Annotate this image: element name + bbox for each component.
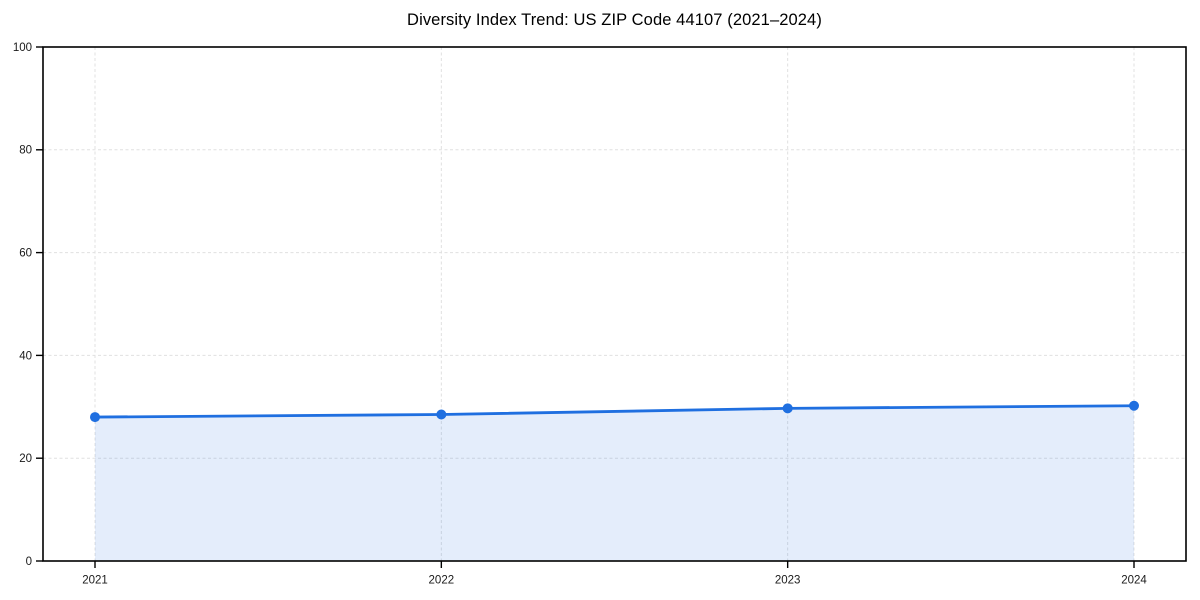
data-point-marker [1129,400,1139,411]
y-axis-tick-label: 80 [19,145,32,157]
y-axis-tick-label: 20 [19,453,32,465]
trend-line [93,404,1136,419]
plot-border [42,46,1187,562]
x-axis-tick-label: 2023 [775,575,801,587]
x-axis-tick-label: 2024 [1121,575,1147,587]
data-point-marker [436,409,447,420]
x-axis-tick-label: 2022 [429,575,455,587]
area-fill [95,405,1134,561]
x-axis-tick-label: 2021 [82,575,108,587]
y-axis-tick-label: 100 [13,42,32,54]
data-point-marker [90,412,100,423]
y-axis-tick-label: 40 [19,350,32,362]
data-point-marker [782,403,793,414]
y-axis-tick-label: 0 [26,556,32,568]
y-axis-tick-label: 60 [19,248,32,260]
chart-title: Diversity Index Trend: US ZIP Code 44107… [407,11,822,29]
